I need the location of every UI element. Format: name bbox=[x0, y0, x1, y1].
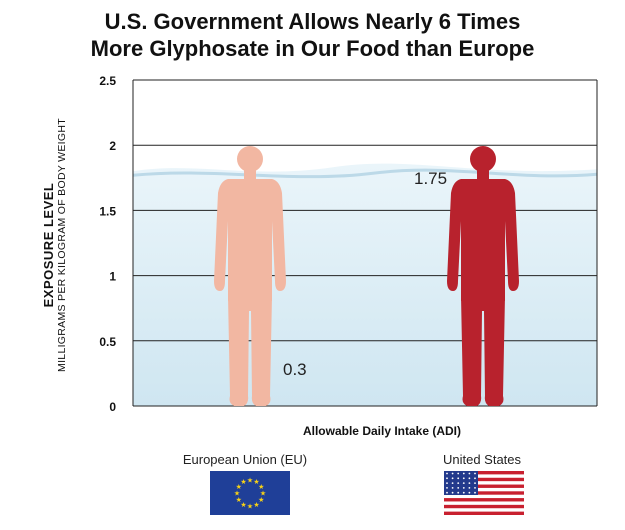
us-star-icon bbox=[451, 491, 454, 494]
us-star-icon bbox=[474, 472, 476, 475]
us-star-icon bbox=[468, 477, 471, 480]
us-stripe bbox=[444, 504, 524, 509]
y-axis-label-sub: MILLIGRAMS PER KILOGRAM OF BODY WEIGHT bbox=[56, 118, 68, 372]
us-star-icon bbox=[457, 491, 460, 494]
y-tick-label: 1 bbox=[109, 270, 116, 284]
us-star-icon bbox=[462, 477, 465, 480]
us-star-icon bbox=[474, 487, 476, 489]
us-stripe bbox=[444, 484, 524, 488]
eu-star-icon: ★ bbox=[260, 490, 266, 498]
us-stripe bbox=[444, 471, 524, 475]
y-tick-label: 1.5 bbox=[99, 204, 116, 218]
y-tick-labels: 0 0.5 1 1.5 2 2.5 bbox=[99, 74, 116, 414]
us-star-icon bbox=[474, 491, 476, 494]
y-axis-label: EXPOSURE LEVEL MILLIGRAMS PER KILOGRAM O… bbox=[41, 118, 69, 372]
us-star-icon bbox=[474, 482, 476, 484]
us-flag-icon bbox=[444, 471, 524, 515]
eu-star-icon: ★ bbox=[240, 478, 246, 486]
us-stripe bbox=[444, 477, 524, 482]
us-star-icon bbox=[457, 487, 460, 489]
us-star-icon bbox=[468, 482, 471, 484]
x-axis-label: Allowable Daily Intake (ADI) bbox=[302, 424, 462, 438]
us-stripe bbox=[444, 511, 524, 515]
chart-title-line-1: U.S. Government Allows Nearly 6 Times bbox=[104, 9, 521, 34]
us-star-icon bbox=[446, 482, 448, 484]
eu-star-icon: ★ bbox=[258, 496, 264, 504]
value-labels: 0.3 1.75 bbox=[283, 169, 447, 379]
plot-background bbox=[132, 80, 598, 406]
us-star-icon bbox=[451, 482, 454, 484]
eu-star-icon: ★ bbox=[236, 483, 242, 491]
us-star-icon bbox=[468, 491, 471, 494]
us-stripe bbox=[444, 491, 524, 495]
eu-star-icon: ★ bbox=[247, 477, 253, 485]
us-star-icon bbox=[457, 482, 460, 484]
us-star-icon bbox=[446, 472, 448, 475]
us-star-icon bbox=[462, 491, 465, 494]
us-star-icon bbox=[446, 491, 448, 494]
us-star-icon bbox=[468, 472, 471, 475]
y-tick-label: 2.5 bbox=[99, 74, 116, 88]
eu-star-icon: ★ bbox=[240, 501, 246, 509]
eu-star-icon: ★ bbox=[247, 503, 253, 511]
eu-region-label: European Union (EU) bbox=[182, 452, 308, 467]
us-star-icon bbox=[457, 477, 460, 480]
eu-value-label: 0.3 bbox=[283, 360, 307, 379]
gridlines bbox=[132, 79, 598, 407]
chart-title: U.S. Government Allows Nearly 6 Times Mo… bbox=[0, 8, 625, 62]
us-region-label: United States bbox=[442, 452, 522, 467]
y-tick-label: 2 bbox=[109, 139, 116, 153]
eu-star-icon: ★ bbox=[234, 490, 240, 498]
chart-title-line-2: More Glyphosate in Our Food than Europe bbox=[90, 36, 535, 61]
us-star-icon bbox=[474, 477, 476, 480]
us-star-icon bbox=[451, 487, 454, 489]
eu-star-icon: ★ bbox=[253, 501, 259, 509]
us-star-icon bbox=[468, 487, 471, 489]
us-value-label: 1.75 bbox=[414, 169, 447, 188]
us-star-icon bbox=[446, 477, 448, 480]
us-star-icon bbox=[446, 487, 448, 489]
us-star-icon bbox=[462, 472, 465, 475]
eu-flag-icon: ★ ★★★★★★★★★★★ bbox=[210, 471, 290, 515]
eu-star-icon: ★ bbox=[258, 483, 264, 491]
y-tick-label: 0.5 bbox=[99, 335, 116, 349]
eu-star-icon: ★ bbox=[253, 478, 259, 486]
us-star-icon bbox=[451, 477, 454, 480]
us-star-icon bbox=[462, 487, 465, 489]
us-star-icon bbox=[462, 482, 465, 484]
water-surface bbox=[132, 168, 598, 179]
y-tick-label: 0 bbox=[109, 400, 116, 414]
us-star-icon bbox=[457, 472, 460, 475]
water-fill bbox=[133, 163, 597, 406]
us-stripe bbox=[444, 498, 524, 502]
us-star-icon bbox=[451, 472, 454, 475]
y-axis-label-title: EXPOSURE LEVEL bbox=[41, 182, 56, 308]
eu-star-icon: ★ bbox=[236, 496, 242, 504]
